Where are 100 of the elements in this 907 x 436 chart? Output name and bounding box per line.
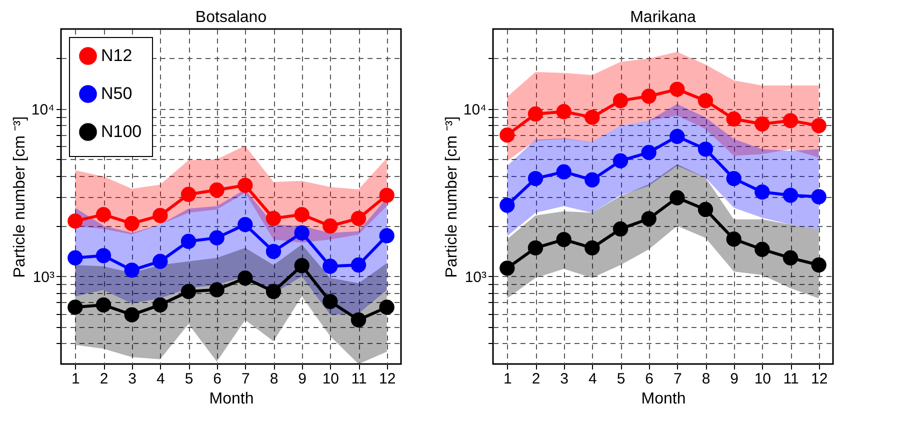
point: [641, 88, 656, 104]
point: [238, 178, 253, 193]
x-tick-label: 1: [503, 370, 512, 388]
point: [670, 190, 685, 206]
point: [556, 232, 572, 248]
point: [379, 228, 394, 244]
point: [350, 257, 366, 273]
x-tick-label: 1: [71, 370, 80, 388]
point: [350, 312, 366, 328]
point: [180, 234, 196, 249]
x-tick-label: 11: [351, 370, 367, 388]
point: [379, 188, 394, 203]
point: [528, 240, 544, 256]
point: [754, 242, 770, 257]
point: [180, 186, 196, 202]
x-tick-label: 10: [754, 370, 772, 388]
y-tick-label: 10³: [464, 268, 486, 286]
x-tick-label: 3: [128, 370, 137, 388]
x-tick-label: 7: [673, 370, 682, 388]
point: [209, 182, 224, 198]
point: [754, 184, 770, 200]
point: [96, 248, 112, 264]
x-tick-label: 10: [322, 370, 340, 388]
point: [811, 118, 826, 134]
point: [584, 240, 600, 256]
point: [209, 230, 224, 246]
point: [266, 284, 282, 300]
point: [68, 250, 83, 266]
point: [96, 297, 112, 312]
point: [612, 221, 628, 237]
point: [124, 216, 140, 232]
y-tick-label: 10⁴: [31, 101, 54, 118]
point: [726, 170, 742, 186]
legend-label: N50: [101, 84, 132, 103]
point: [612, 153, 628, 168]
point: [556, 164, 572, 180]
point: [124, 262, 140, 278]
point: [238, 216, 253, 232]
point: [294, 225, 310, 240]
point: [209, 282, 224, 298]
point: [238, 270, 253, 286]
x-tick-label: 12: [810, 370, 828, 388]
point: [500, 128, 515, 143]
x-tick-label: 6: [213, 370, 222, 388]
x-tick-label: 5: [184, 370, 194, 388]
point: [698, 202, 714, 218]
point: [180, 284, 196, 300]
legend-label: N12: [101, 46, 132, 65]
y-tick-label: 10⁴: [463, 101, 486, 118]
x-tick-label: 6: [645, 370, 654, 388]
x-tick-label: 11: [783, 370, 799, 388]
point: [641, 144, 656, 160]
x-tick-label: 4: [156, 370, 165, 388]
x-tick-label: 7: [241, 370, 250, 388]
point: [68, 214, 83, 229]
point: [266, 210, 282, 226]
x-tick-label: 3: [560, 370, 569, 388]
point: [379, 300, 394, 315]
point: [726, 111, 742, 127]
point: [152, 254, 168, 269]
x-tick-label: 8: [702, 370, 710, 388]
point: [670, 128, 685, 144]
point: [811, 189, 826, 204]
point: [322, 218, 338, 234]
chart-title: Botsalano: [195, 9, 267, 26]
point: [754, 116, 770, 132]
point: [698, 93, 714, 108]
point: [322, 294, 338, 310]
x-tick-label: 8: [270, 370, 278, 388]
point: [350, 210, 366, 226]
point: [528, 170, 544, 186]
point: [266, 244, 282, 259]
point: [811, 257, 826, 273]
point: [782, 250, 798, 266]
point: [698, 142, 714, 157]
x-axis-title: Month: [209, 390, 254, 408]
x-tick-label: 9: [298, 370, 307, 388]
y-tick-label: 10³: [32, 268, 54, 286]
point: [500, 260, 515, 276]
point: [124, 307, 140, 322]
point: [96, 207, 112, 222]
x-tick-label: 5: [616, 370, 626, 388]
point: [152, 208, 168, 224]
legend-label: N100: [101, 122, 142, 141]
point: [322, 258, 338, 274]
point: [152, 297, 168, 312]
y-axis-title: Particle number [cm ⁻³]: [11, 116, 28, 278]
point: [670, 82, 685, 97]
y-axis-title: Particle number [cm ⁻³]: [443, 116, 460, 278]
point: [782, 188, 798, 203]
x-axis-title: Month: [641, 390, 686, 408]
point: [641, 211, 656, 226]
point: [500, 198, 515, 213]
point: [294, 207, 310, 222]
x-tick-label: 9: [730, 370, 739, 388]
point: [68, 300, 83, 315]
x-tick-label: 2: [532, 370, 540, 388]
point: [584, 110, 600, 125]
point: [584, 172, 600, 188]
x-tick-label: 2: [100, 370, 108, 388]
